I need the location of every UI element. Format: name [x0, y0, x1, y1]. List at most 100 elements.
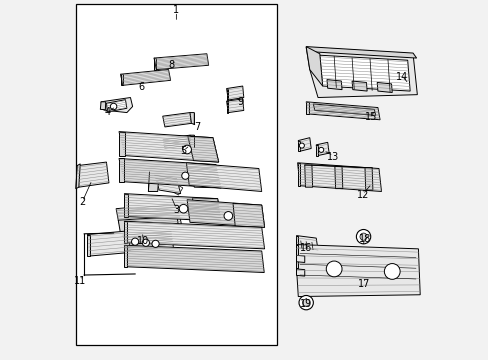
Polygon shape	[87, 234, 89, 256]
Polygon shape	[163, 135, 191, 149]
Bar	[76, 4, 276, 345]
Text: 18: 18	[358, 234, 370, 244]
Polygon shape	[100, 102, 105, 110]
Circle shape	[318, 147, 323, 152]
Polygon shape	[305, 102, 308, 114]
Polygon shape	[186, 163, 261, 192]
Polygon shape	[119, 132, 124, 156]
Text: 6: 6	[138, 82, 144, 92]
Polygon shape	[76, 164, 80, 189]
Circle shape	[302, 299, 309, 306]
Polygon shape	[118, 217, 180, 242]
Polygon shape	[124, 194, 221, 221]
Polygon shape	[122, 230, 173, 252]
Polygon shape	[124, 245, 126, 267]
Circle shape	[142, 239, 149, 246]
Polygon shape	[313, 104, 375, 116]
Polygon shape	[296, 244, 419, 297]
Polygon shape	[77, 162, 109, 187]
Text: 10: 10	[137, 236, 149, 246]
Circle shape	[298, 296, 313, 310]
Polygon shape	[148, 172, 159, 192]
Text: 11: 11	[74, 276, 86, 286]
Polygon shape	[190, 135, 194, 147]
Polygon shape	[305, 47, 416, 98]
Polygon shape	[121, 74, 122, 85]
Polygon shape	[192, 198, 221, 221]
Circle shape	[299, 143, 304, 148]
Polygon shape	[172, 184, 183, 195]
Polygon shape	[187, 200, 264, 227]
Polygon shape	[124, 221, 264, 249]
Polygon shape	[296, 235, 318, 252]
Polygon shape	[124, 245, 264, 273]
Text: 9: 9	[237, 97, 244, 107]
Polygon shape	[119, 158, 221, 188]
Polygon shape	[351, 81, 366, 91]
Polygon shape	[101, 98, 132, 113]
Polygon shape	[305, 46, 322, 86]
Circle shape	[182, 172, 188, 179]
Text: 1: 1	[173, 5, 179, 15]
Polygon shape	[296, 269, 304, 276]
Polygon shape	[305, 46, 416, 58]
Polygon shape	[124, 221, 126, 243]
Circle shape	[356, 229, 370, 244]
Polygon shape	[233, 203, 264, 227]
Polygon shape	[316, 142, 328, 156]
Polygon shape	[305, 102, 379, 120]
Polygon shape	[226, 99, 244, 113]
Text: 2: 2	[79, 197, 85, 207]
Polygon shape	[296, 235, 298, 250]
Circle shape	[110, 103, 117, 110]
Polygon shape	[316, 145, 317, 156]
Polygon shape	[298, 140, 299, 151]
Polygon shape	[119, 158, 124, 182]
Text: 15: 15	[364, 112, 376, 122]
Text: 13: 13	[326, 152, 339, 162]
Text: 5: 5	[180, 146, 186, 156]
Text: 4: 4	[104, 107, 110, 117]
Polygon shape	[106, 100, 126, 112]
Text: 19: 19	[300, 299, 312, 309]
Circle shape	[224, 212, 232, 220]
Polygon shape	[298, 138, 310, 151]
Polygon shape	[119, 132, 218, 162]
Polygon shape	[226, 86, 244, 100]
Polygon shape	[121, 69, 170, 85]
Polygon shape	[297, 163, 300, 186]
Polygon shape	[319, 55, 409, 91]
Circle shape	[359, 233, 366, 240]
Polygon shape	[87, 231, 130, 256]
Polygon shape	[187, 136, 218, 162]
Polygon shape	[226, 89, 228, 100]
Polygon shape	[304, 165, 312, 187]
Text: 12: 12	[356, 190, 368, 200]
Circle shape	[325, 261, 341, 277]
Polygon shape	[124, 194, 128, 217]
Polygon shape	[326, 80, 341, 90]
Text: 7: 7	[194, 122, 200, 132]
Text: 16: 16	[300, 243, 312, 253]
Polygon shape	[376, 82, 391, 93]
Polygon shape	[296, 255, 304, 262]
Circle shape	[183, 145, 191, 154]
Polygon shape	[364, 168, 372, 190]
Polygon shape	[116, 203, 182, 234]
Polygon shape	[154, 54, 208, 69]
Text: 14: 14	[395, 72, 407, 82]
Polygon shape	[154, 58, 156, 69]
Circle shape	[179, 204, 187, 213]
Text: 17: 17	[358, 279, 370, 289]
Polygon shape	[190, 164, 221, 188]
Polygon shape	[163, 113, 191, 127]
Polygon shape	[190, 113, 194, 125]
Circle shape	[152, 240, 159, 247]
Polygon shape	[297, 163, 381, 192]
Polygon shape	[226, 101, 228, 113]
Polygon shape	[154, 174, 180, 194]
Text: 8: 8	[168, 60, 174, 70]
Circle shape	[131, 238, 139, 245]
Polygon shape	[296, 244, 298, 268]
Circle shape	[384, 264, 399, 279]
